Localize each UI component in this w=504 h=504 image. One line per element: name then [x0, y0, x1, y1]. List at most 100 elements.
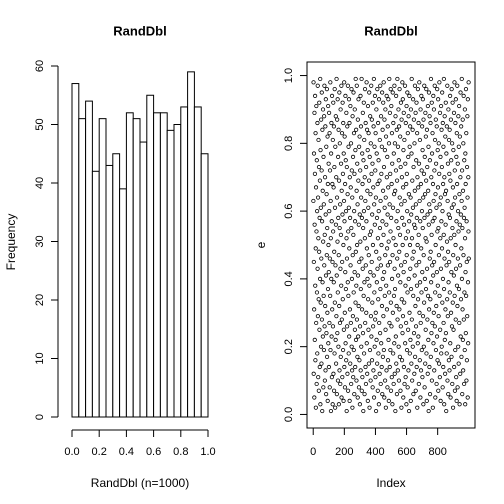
point [333, 405, 338, 410]
point [408, 195, 413, 200]
point [452, 364, 457, 370]
point [387, 290, 392, 295]
bar [78, 118, 87, 418]
point [459, 276, 465, 281]
point [428, 354, 433, 359]
point [359, 195, 364, 200]
point [466, 229, 471, 234]
y-tick-label: 0.8 [283, 136, 295, 151]
point [348, 361, 353, 366]
point [320, 334, 325, 339]
point [363, 198, 368, 204]
point [377, 178, 382, 183]
point [425, 103, 430, 109]
point [410, 378, 415, 383]
point [353, 300, 358, 305]
point [405, 131, 410, 136]
point [372, 222, 377, 227]
x-tick-label: 400 [366, 446, 384, 458]
point [440, 300, 445, 305]
point [382, 148, 388, 153]
point [365, 276, 370, 281]
point [424, 178, 429, 183]
point [431, 107, 437, 112]
point [455, 256, 460, 261]
point [391, 381, 396, 387]
point [407, 93, 412, 98]
point [354, 283, 359, 288]
point [419, 168, 424, 173]
point [435, 358, 440, 363]
point [450, 100, 455, 105]
point [320, 280, 325, 285]
point [388, 347, 393, 353]
x-axis-label: Index [376, 476, 405, 490]
point [352, 327, 358, 332]
point [396, 107, 401, 112]
point [439, 344, 444, 349]
point [311, 151, 317, 156]
point [399, 263, 404, 268]
point [432, 168, 437, 173]
point [413, 110, 418, 115]
point [336, 178, 342, 183]
point [416, 120, 421, 126]
point [360, 151, 365, 156]
y-tick-label: 40 [34, 177, 46, 189]
point [401, 270, 406, 275]
point [463, 270, 468, 275]
point [319, 90, 324, 95]
point [328, 293, 333, 298]
point [434, 381, 439, 387]
point [410, 256, 415, 261]
point [421, 195, 426, 200]
point [422, 83, 427, 88]
point [397, 87, 402, 92]
point [327, 209, 332, 214]
point [356, 303, 361, 309]
point [453, 242, 458, 248]
point [376, 158, 381, 163]
point [333, 361, 339, 366]
point [365, 371, 370, 376]
point [359, 215, 365, 220]
point [351, 290, 356, 295]
point [383, 195, 388, 200]
point [311, 198, 316, 204]
point [455, 385, 460, 390]
point [462, 381, 467, 387]
point [454, 283, 460, 288]
point [463, 151, 468, 156]
point [363, 364, 368, 370]
point [448, 310, 454, 315]
point [371, 76, 376, 82]
point [316, 388, 321, 393]
point [455, 83, 460, 88]
point [319, 317, 325, 322]
point [442, 256, 447, 261]
bar [180, 106, 189, 418]
bar [91, 170, 100, 418]
point [316, 297, 321, 302]
point [431, 273, 436, 278]
point [392, 192, 397, 197]
point [425, 293, 431, 298]
point [373, 195, 379, 200]
point [375, 266, 380, 271]
point [334, 76, 339, 82]
point [351, 375, 356, 380]
point [423, 110, 428, 115]
point [465, 280, 471, 285]
point [377, 137, 382, 143]
bar [153, 112, 161, 418]
point [325, 225, 330, 231]
point [451, 273, 456, 278]
point [409, 151, 414, 156]
point [339, 131, 345, 136]
point [361, 225, 366, 231]
bar [193, 106, 202, 418]
point [354, 242, 360, 248]
point [354, 317, 360, 322]
point [417, 259, 422, 265]
point [463, 331, 468, 336]
